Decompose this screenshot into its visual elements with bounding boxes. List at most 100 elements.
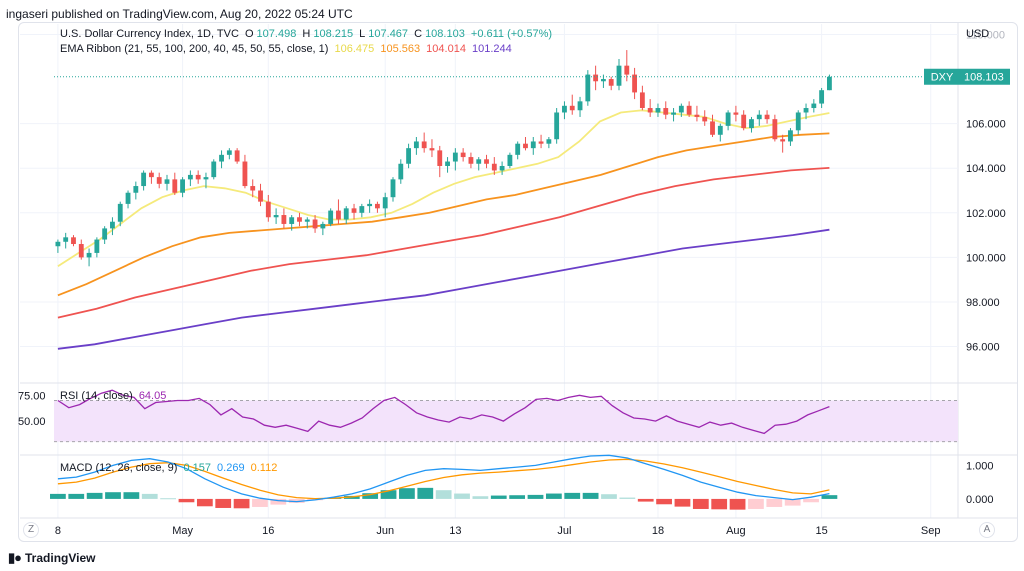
ema21-line — [57, 109, 830, 268]
macd-histogram-bar — [784, 498, 801, 506]
candle — [530, 137, 536, 155]
main-legend[interactable]: U.S. Dollar Currency Index, 1D, TVC O 107… — [60, 28, 555, 40]
candle-body — [764, 114, 770, 120]
candle-body — [211, 161, 217, 178]
candle-body — [671, 112, 676, 115]
candle — [647, 99, 653, 117]
candle — [312, 215, 318, 233]
candle — [110, 217, 115, 236]
ema55-line — [57, 132, 830, 297]
candle-body — [86, 252, 92, 258]
candle-body — [593, 74, 599, 82]
candle — [156, 172, 162, 189]
candle — [780, 134, 786, 153]
candle — [764, 110, 770, 124]
candle-body — [515, 143, 521, 155]
x-tick-label: 16 — [262, 525, 274, 537]
candle — [445, 157, 450, 173]
candle — [343, 206, 349, 224]
macd-histogram-bar — [160, 498, 176, 500]
brand[interactable]: ▮● TradingView — [8, 550, 95, 566]
ema100-line — [57, 167, 830, 319]
macd-histogram-bar — [766, 498, 783, 507]
macd-histogram-bar — [729, 498, 746, 510]
candle-body — [569, 105, 575, 111]
signal-line — [57, 458, 830, 500]
rsi-tick-label: 75.00 — [18, 390, 46, 402]
candle-body — [289, 217, 295, 224]
candle-body — [600, 79, 606, 82]
candle — [749, 116, 754, 133]
candle — [211, 159, 217, 180]
candle-body — [702, 116, 708, 122]
x-tick-label: 13 — [449, 525, 461, 537]
candle — [148, 170, 154, 184]
candle-body — [678, 105, 684, 113]
candle-body — [281, 215, 287, 224]
candle — [406, 143, 412, 169]
candle-body — [351, 208, 357, 213]
candle-body — [749, 119, 754, 129]
candle-body — [530, 141, 536, 149]
candle-body — [499, 165, 505, 171]
candle — [811, 99, 817, 113]
x-tick-label: Sep — [921, 525, 941, 537]
macd-legend[interactable]: MACD (12, 26, close, 9) 0.157 0.269 0.11… — [60, 462, 280, 474]
candle-body — [632, 74, 638, 93]
candle-body — [141, 172, 147, 187]
macd-histogram-bar — [748, 498, 764, 509]
candle-body — [452, 152, 458, 162]
candle — [289, 215, 295, 231]
tradingview-logo-icon: ▮● — [8, 550, 22, 565]
candle — [351, 203, 357, 220]
candle — [367, 199, 373, 213]
candle-body — [133, 186, 139, 193]
macd-histogram-bar — [288, 498, 305, 503]
candle — [63, 232, 69, 249]
candle-body — [803, 108, 809, 113]
rsi-legend[interactable]: RSI (14, close) 64.05 — [60, 390, 169, 402]
legend-title: U.S. Dollar Currency Index, 1D, TVC — [60, 28, 239, 40]
candle — [523, 137, 528, 151]
candle — [484, 154, 489, 169]
x-tick-label: 18 — [652, 525, 664, 537]
candle — [195, 170, 201, 184]
candle — [554, 108, 560, 144]
symbol-tag: DXY — [931, 72, 954, 84]
candle — [616, 58, 622, 91]
candle — [546, 137, 552, 149]
y-tick-label: 102.000 — [966, 208, 1006, 220]
candle — [125, 190, 131, 209]
macd-histogram-bar — [674, 498, 691, 507]
candle-body — [180, 179, 186, 193]
candle-body — [639, 92, 645, 109]
macd-histogram-bar — [141, 493, 158, 499]
zoom-button[interactable]: Z — [23, 522, 39, 538]
macd-histogram-bar — [86, 492, 103, 499]
legend-open: O 107.498 — [244, 28, 297, 40]
x-tick-label: Jun — [376, 525, 394, 537]
candle-body — [359, 206, 365, 213]
ema-legend[interactable]: EMA Ribbon (21, 55, 100, 200, 40, 45, 50… — [60, 43, 515, 55]
candle-body — [523, 143, 528, 149]
candle-body — [78, 244, 84, 258]
candle — [336, 199, 341, 224]
ema-label: EMA Ribbon (21, 55, 100, 200, 40, 45, 50… — [60, 43, 329, 55]
auto-scale-button[interactable]: A — [979, 522, 995, 538]
candle-body — [429, 148, 435, 151]
macd-histogram-bar — [821, 495, 838, 499]
candle — [491, 157, 497, 175]
candle — [717, 123, 723, 142]
macd-histogram-bar — [362, 493, 379, 499]
candle — [281, 208, 287, 229]
candle — [55, 239, 61, 253]
candle — [608, 76, 614, 91]
candle-body — [795, 112, 801, 131]
candle-body — [756, 114, 762, 120]
candle — [702, 110, 708, 126]
candle — [515, 141, 521, 160]
candle — [273, 208, 279, 224]
candle-body — [304, 219, 310, 222]
candle — [71, 235, 76, 247]
